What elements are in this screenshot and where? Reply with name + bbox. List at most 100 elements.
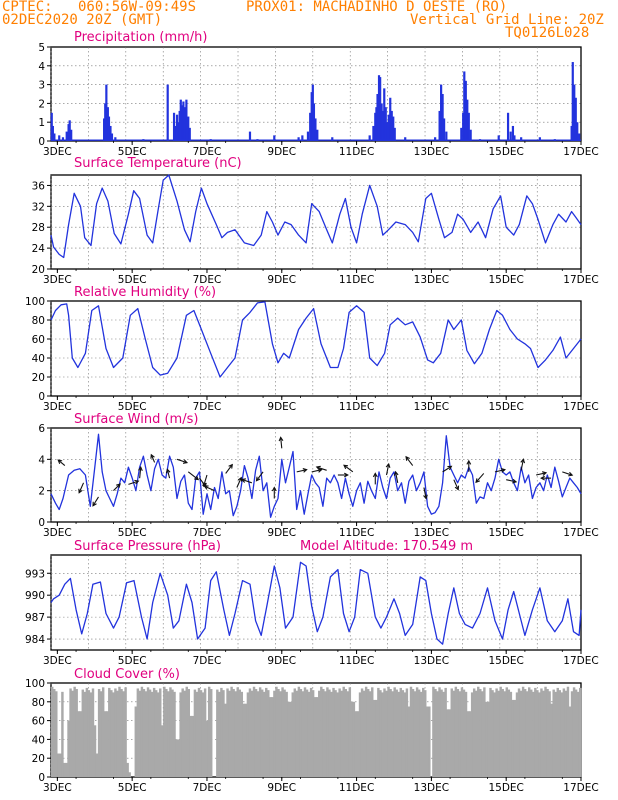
wind-arrow (405, 456, 414, 466)
cloud-bar (59, 753, 62, 777)
cloud-bar (320, 686, 323, 777)
panel-3-xtick-label: 9DEC (267, 401, 296, 413)
panel-2-xtick-label: 13DEC (414, 274, 449, 286)
panel-2-ytick-label: 32 (32, 201, 45, 213)
cloud-bar (413, 691, 417, 777)
cloud-bar (61, 691, 64, 777)
cloud-bar (350, 701, 354, 777)
cloud-bar (530, 689, 533, 777)
header-date: 02DEC2020 20Z (GMT) (2, 12, 163, 28)
wind-arrow (343, 464, 354, 473)
cloud-bar (146, 687, 150, 777)
precip-bar (383, 88, 386, 141)
precip-bar (107, 116, 111, 141)
cloud-bar (419, 691, 423, 777)
cloud-bar (163, 686, 166, 777)
wind-arrow (78, 482, 85, 493)
cloud-bar (144, 691, 148, 777)
cloud-bar (574, 689, 578, 777)
cloud-bar (422, 687, 425, 777)
cloud-bar (193, 689, 197, 777)
panel-1-xtick-label: 9DEC (267, 146, 296, 158)
precip-bar (578, 133, 581, 141)
cloud-bar (75, 689, 78, 777)
panel-5-annotation: Model Altitude: 170.549 m (300, 539, 473, 554)
wind-arrow-head (150, 453, 155, 459)
cloud-bar (340, 690, 343, 777)
wind-arrow (423, 487, 427, 499)
cloud-bar (358, 692, 362, 777)
wind-arrow (311, 469, 322, 473)
panel-1-xtick-label: 11DEC (339, 146, 374, 158)
cloud-bar (460, 687, 464, 777)
cloud-bar (432, 686, 435, 777)
cloud-bar (489, 687, 492, 777)
wind-arrow-head (278, 436, 284, 442)
precip-bar (386, 122, 389, 141)
cloud-bar (112, 692, 115, 777)
cloud-bar (248, 688, 252, 777)
precip-bar (466, 99, 469, 141)
cloud-bar (244, 703, 248, 777)
cloud-bar (116, 690, 119, 777)
cloud-bar (326, 687, 329, 777)
cloud-bar (311, 690, 315, 777)
wind-arrow (139, 467, 142, 479)
cloud-bar (454, 686, 458, 777)
wind-arrow (176, 458, 188, 464)
cloud-bar (479, 689, 482, 777)
cloud-bar (401, 690, 405, 777)
panel-5-series-line (50, 561, 582, 645)
panel-3-ytick-label: 20 (32, 372, 45, 384)
cloud-bar (110, 690, 113, 777)
cloud-bar (220, 687, 223, 777)
cloud-bar (191, 715, 195, 777)
cloud-bar (120, 689, 123, 777)
cloud-bar (267, 690, 270, 777)
cloud-bar (207, 686, 211, 777)
cloud-bar (85, 687, 89, 777)
header: CPTEC: 060:56W-09:49S PROX01: MACHADINHO… (0, 0, 618, 48)
cloud-bar (256, 691, 260, 777)
panel-4-xtick-label: 17DEC (563, 527, 598, 539)
cloud-bar (558, 690, 562, 777)
panel-6-ytick-label: 60 (32, 716, 45, 728)
cloud-bar (336, 692, 339, 777)
cloud-bar (346, 691, 350, 777)
wind-arrow-head (475, 478, 480, 484)
wind-arrow-head (255, 476, 261, 482)
panel-3-xtick-label: 5DEC (118, 401, 147, 413)
panel-6-ytick-label: 100 (25, 678, 45, 690)
precip-bar (183, 107, 187, 141)
precip-bar (379, 77, 382, 141)
precip-bar (443, 118, 446, 141)
precip-bar (434, 137, 437, 141)
cloud-bar (324, 691, 327, 777)
cloud-bar (95, 753, 99, 777)
cloud-bar (373, 699, 376, 777)
cloud-bar (197, 687, 201, 777)
panel-1-xtick-label: 5DEC (118, 146, 147, 158)
cloud-bar (515, 692, 519, 777)
cloud-bar (101, 687, 105, 777)
cloud-bar (540, 688, 543, 777)
cloud-bar (381, 692, 384, 777)
cloud-bar (505, 687, 509, 777)
cloud-bar (307, 691, 311, 777)
cloud-bar (499, 686, 502, 777)
panel-3-xtick-label: 13DEC (414, 401, 449, 413)
panel-4-ytick-label: 6 (38, 423, 45, 435)
cloud-bar (232, 689, 235, 777)
panel-6-xtick-label: 7DEC (193, 782, 222, 794)
cloud-bar (344, 689, 347, 777)
precip-bar (460, 127, 463, 141)
wind-arrow-head (78, 488, 83, 494)
precip-bar (464, 80, 467, 141)
cloud-bar (409, 686, 413, 777)
cloud-bar (91, 688, 95, 777)
precip-bar (576, 122, 579, 141)
cloud-bar (175, 739, 178, 777)
cloud-bar (77, 711, 80, 777)
panel-4-xtick-label: 11DEC (339, 527, 374, 539)
cloud-bar (240, 691, 244, 777)
